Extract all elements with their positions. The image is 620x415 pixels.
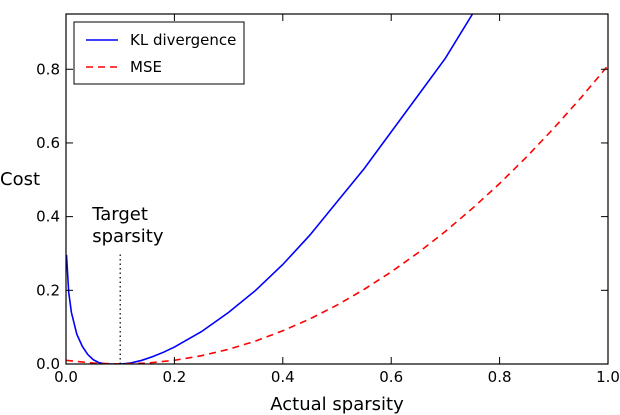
x-axis-ticks: 0.0 0.2 0.4 0.6 0.8 1.0 [54,14,620,386]
y-tick-label: 0.8 [36,60,60,78]
x-axis-label: Actual sparsity [270,394,404,415]
y-axis-ticks: 0.0 0.2 0.4 0.6 0.8 [36,60,608,373]
series-line-mse [66,65,608,364]
x-tick-label: 0.0 [54,368,78,386]
series-layer [66,14,608,364]
y-axis-label: Cost [0,169,40,190]
legend-label: KL divergence [130,31,236,49]
x-tick-label: 0.2 [162,368,186,386]
series-line-kl-divergence [66,14,474,364]
plot-frame [65,13,609,365]
legend: KL divergence MSE [73,21,245,85]
y-tick-label: 0.2 [36,281,60,299]
y-tick-label: 0.0 [36,355,60,373]
x-tick-label: 0.8 [488,368,512,386]
x-tick-label: 1.0 [596,368,620,386]
x-tick-label: 0.4 [271,368,295,386]
annotation-line-1: Target [91,204,148,225]
y-tick-label: 0.6 [36,134,60,152]
legend-label: MSE [130,58,162,76]
annotation-line-2: sparsity [92,226,164,247]
x-tick-label: 0.6 [379,368,403,386]
y-tick-label: 0.4 [36,208,60,226]
legend-box [73,21,245,85]
